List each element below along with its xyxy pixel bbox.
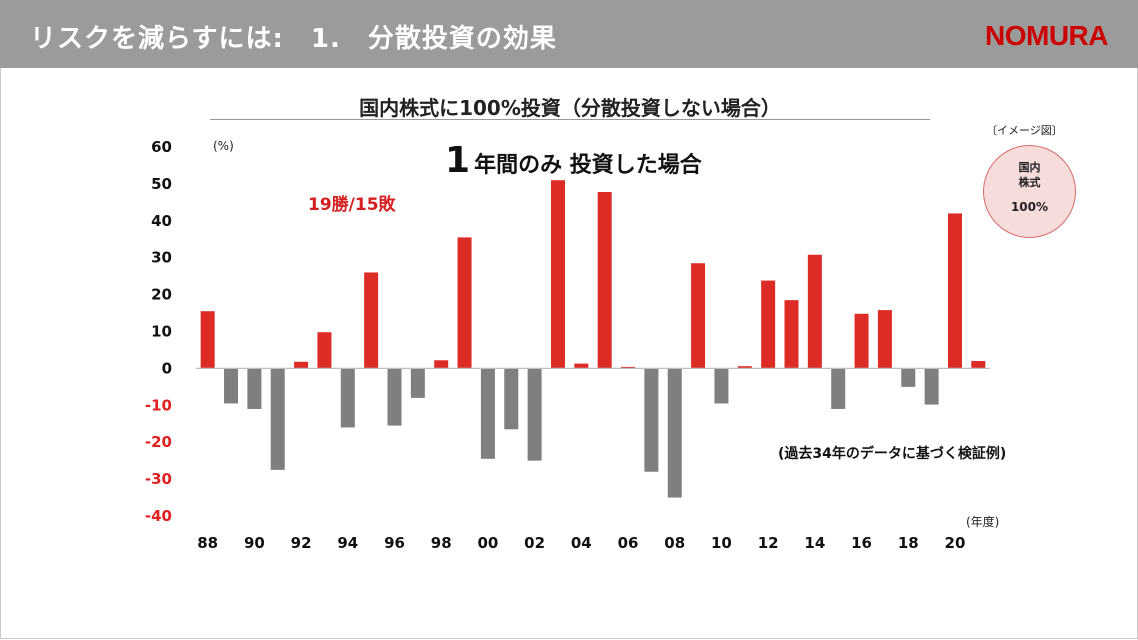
x-tick-label: 12 (758, 534, 779, 552)
pie-label-line1: 国内 (1018, 161, 1041, 174)
subtitle-text: 年間のみ 投資した場合 (474, 153, 702, 178)
bar (224, 368, 239, 404)
bar (761, 280, 776, 369)
pie-label-line2: 株式 (1018, 176, 1041, 189)
bar (550, 180, 565, 369)
bar (434, 360, 449, 369)
x-tick-label: 18 (898, 534, 919, 552)
x-tick-label: 16 (851, 534, 872, 552)
bar (667, 368, 682, 498)
image-label: 〔イメージ図〕 (986, 124, 1063, 137)
nomura-logo: NOMURA (985, 20, 1109, 51)
x-tick-label: 92 (291, 534, 312, 552)
chart-title: 国内株式に100%投資（分散投資しない場合） (359, 96, 781, 120)
x-tick-label: 08 (664, 534, 685, 552)
bar (831, 368, 846, 409)
x-tick-label: 88 (197, 534, 218, 552)
pie-percent: 100% (1010, 200, 1049, 214)
y-tick-label: 50 (151, 175, 172, 193)
bar (784, 300, 799, 369)
y-tick-label: -40 (145, 507, 172, 525)
x-tick-label: 96 (384, 534, 405, 552)
bar (691, 263, 706, 369)
bar (901, 368, 916, 387)
y-tick-label: -10 (145, 396, 172, 414)
bar (644, 368, 659, 472)
bar (317, 332, 332, 369)
bar (877, 310, 892, 369)
bar (457, 237, 472, 369)
y-tick-label: -30 (145, 470, 172, 488)
x-tick-label: 00 (477, 534, 498, 552)
bar (410, 368, 425, 398)
x-tick-label: 14 (804, 534, 825, 552)
bar (807, 254, 822, 369)
bar (947, 213, 962, 369)
bar (597, 192, 612, 369)
x-tick-label: 10 (711, 534, 732, 552)
y-tick-label: 60 (151, 138, 172, 156)
allocation-pie: 国内 株式 100% (983, 145, 1076, 238)
x-tick-label: 04 (571, 534, 592, 552)
bar (270, 368, 285, 470)
y-tick-label: 20 (151, 286, 172, 304)
bar (737, 366, 752, 369)
bar (504, 368, 519, 430)
chart-subtitle: 1 年間のみ 投資した場合 (445, 140, 702, 181)
x-axis-unit: (年度) (966, 514, 999, 529)
y-tick-label: 0 (162, 359, 172, 377)
subtitle-number: 1 (445, 140, 471, 181)
x-tick-label: 06 (618, 534, 639, 552)
bar (480, 368, 495, 459)
bar (247, 368, 262, 409)
x-tick-label: 02 (524, 534, 545, 552)
bar (527, 368, 542, 461)
bar (714, 368, 729, 404)
bar (924, 368, 939, 405)
data-note: (過去34年のデータに基づく検証例) (778, 446, 1007, 462)
bar (574, 363, 589, 369)
title-divider (210, 119, 930, 120)
y-tick-label: 10 (151, 323, 172, 341)
bar (854, 313, 869, 369)
x-tick-label: 98 (431, 534, 452, 552)
x-tick-label: 20 (945, 534, 966, 552)
header-bar: リスクを減らすには: 1. 分散投資の効果 NOMURA (0, 0, 1138, 68)
page-title: リスクを減らすには: 1. 分散投資の効果 (30, 24, 557, 54)
y-tick-label: 30 (151, 249, 172, 267)
bar (340, 368, 355, 428)
x-tick-label: 94 (337, 534, 358, 552)
win-loss-record: 19勝/15敗 (308, 195, 396, 215)
bar (294, 361, 309, 369)
bar (200, 311, 215, 369)
y-tick-label: 40 (151, 212, 172, 230)
y-tick-label: -20 (145, 433, 172, 451)
bar (387, 368, 402, 426)
y-axis-unit: (%) (213, 139, 234, 153)
bar (621, 366, 636, 369)
bar (364, 272, 379, 369)
x-tick-label: 90 (244, 534, 265, 552)
bar (971, 361, 986, 369)
